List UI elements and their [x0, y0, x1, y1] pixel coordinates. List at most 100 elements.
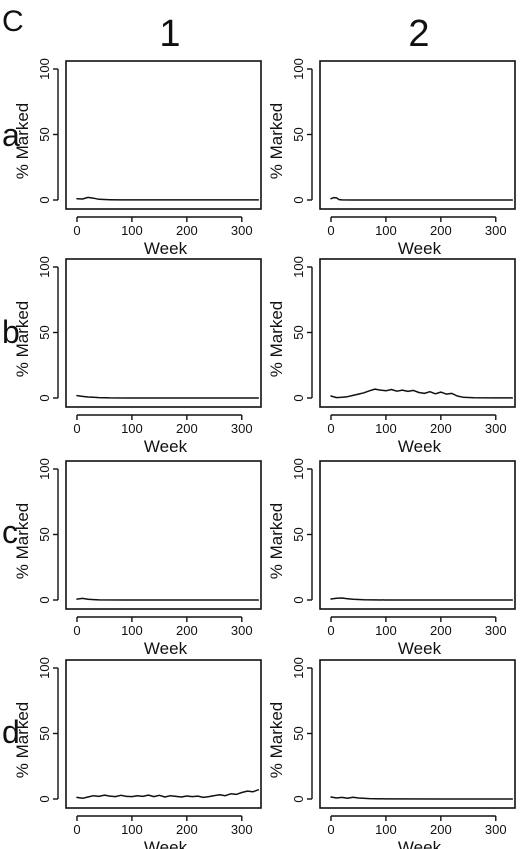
- x-axis-title: Week: [144, 239, 188, 258]
- plot-frame: [319, 659, 516, 809]
- figure-label: C: [2, 5, 24, 38]
- x-tick-label: 100: [121, 822, 143, 837]
- x-tick-label: 0: [73, 223, 80, 238]
- y-tick-label: 100: [291, 58, 306, 80]
- y-tick-label: 100: [37, 58, 52, 80]
- column-label-1: 1: [159, 13, 180, 55]
- plot-frame: [65, 258, 262, 408]
- y-tick-label: 0: [37, 596, 52, 603]
- x-tick-label: 100: [121, 421, 143, 436]
- y-axis-title: % Marked: [267, 103, 286, 180]
- plot-frame: [319, 60, 516, 210]
- x-tick-label: 200: [176, 822, 198, 837]
- y-tick-label: 100: [291, 657, 306, 679]
- panel-d2: 0 50 100 0 100 200 300 Week % Marked: [267, 657, 516, 849]
- series-line: [76, 597, 260, 601]
- y-tick-label: 0: [291, 795, 306, 802]
- panel-d1: 0 50 100 0 100 200 300 Week % Marked: [13, 657, 262, 849]
- y-tick-label: 0: [291, 196, 306, 203]
- y-axis-title: % Marked: [267, 702, 286, 779]
- row-label-c: c: [2, 514, 18, 550]
- x-tick-label: 200: [176, 223, 198, 238]
- x-tick-label: 0: [73, 822, 80, 837]
- x-tick-label: 100: [121, 623, 143, 638]
- row-label-a: a: [2, 117, 20, 153]
- x-tick-label: 300: [231, 623, 253, 638]
- y-tick-label: 0: [291, 596, 306, 603]
- x-axis-title: Week: [398, 639, 442, 658]
- y-tick-label: 0: [37, 196, 52, 203]
- y-axis-title: % Marked: [13, 503, 32, 580]
- x-axis-title: Week: [398, 838, 442, 849]
- x-tick-label: 0: [327, 822, 334, 837]
- series-line: [76, 394, 260, 399]
- y-tick-label: 100: [37, 256, 52, 278]
- series-line: [76, 789, 260, 800]
- x-tick-label: 0: [73, 421, 80, 436]
- x-tick-label: 200: [176, 421, 198, 436]
- plot-frame: [65, 659, 262, 809]
- x-axis-title: Week: [144, 437, 188, 456]
- x-tick-label: 300: [485, 623, 507, 638]
- plot-frame: [65, 460, 262, 610]
- y-tick-label: 50: [37, 726, 52, 740]
- x-tick-label: 300: [231, 223, 253, 238]
- y-tick-label: 50: [291, 527, 306, 541]
- x-axis-title: Week: [398, 437, 442, 456]
- x-tick-label: 200: [430, 623, 452, 638]
- x-tick-label: 300: [485, 421, 507, 436]
- x-axis-title: Week: [398, 239, 442, 258]
- y-axis-title: % Marked: [13, 103, 32, 180]
- x-tick-label: 300: [485, 223, 507, 238]
- chart-panels: 0 50 100 0 100 200 300 Week % Marked 0 50 100 0 100 20…: [13, 58, 516, 849]
- panel-b2: 0 50 100 0 100 200 300 Week % Marked: [267, 256, 516, 456]
- panel-c2: 0 50 100 0 100 200 300 Week % Marked: [267, 458, 516, 658]
- plot-frame: [319, 258, 516, 408]
- x-tick-label: 300: [485, 822, 507, 837]
- x-axis-title: Week: [144, 838, 188, 849]
- row-label-b: b: [2, 314, 20, 350]
- y-tick-label: 100: [291, 256, 306, 278]
- x-tick-label: 200: [430, 822, 452, 837]
- y-tick-label: 0: [37, 795, 52, 802]
- y-axis-title: % Marked: [13, 301, 32, 378]
- panel-a2: 0 50 100 0 100 200 300 Week % Marked: [267, 58, 516, 258]
- series-line: [330, 388, 514, 399]
- y-axis-title: % Marked: [13, 702, 32, 779]
- y-tick-label: 100: [291, 458, 306, 480]
- x-tick-label: 100: [375, 623, 397, 638]
- x-tick-label: 100: [121, 223, 143, 238]
- series-line: [330, 597, 514, 601]
- panel-a1: 0 50 100 0 100 200 300 Week % Marked: [13, 58, 262, 258]
- x-axis-title: Week: [144, 639, 188, 658]
- x-tick-label: 100: [375, 421, 397, 436]
- y-tick-label: 0: [291, 394, 306, 401]
- y-tick-label: 50: [291, 127, 306, 141]
- y-tick-label: 50: [37, 127, 52, 141]
- series-line: [330, 796, 514, 800]
- x-tick-label: 200: [430, 223, 452, 238]
- series-line: [76, 196, 260, 201]
- y-axis-title: % Marked: [267, 301, 286, 378]
- panel-b1: 0 50 100 0 100 200 300 Week % Marked: [13, 256, 262, 456]
- x-tick-label: 300: [231, 421, 253, 436]
- y-axis-title: % Marked: [267, 503, 286, 580]
- x-tick-label: 0: [327, 623, 334, 638]
- y-tick-label: 50: [291, 325, 306, 339]
- y-tick-label: 0: [37, 394, 52, 401]
- x-tick-label: 0: [327, 223, 334, 238]
- y-tick-label: 50: [291, 726, 306, 740]
- x-tick-label: 100: [375, 822, 397, 837]
- row-label-d: d: [2, 714, 20, 750]
- plot-frame: [319, 460, 516, 610]
- y-tick-label: 100: [37, 458, 52, 480]
- x-tick-label: 200: [176, 623, 198, 638]
- x-tick-label: 0: [73, 623, 80, 638]
- y-tick-label: 100: [37, 657, 52, 679]
- column-label-2: 2: [408, 13, 429, 55]
- y-tick-label: 50: [37, 527, 52, 541]
- x-tick-label: 0: [327, 421, 334, 436]
- x-tick-label: 100: [375, 223, 397, 238]
- plot-frame: [65, 60, 262, 210]
